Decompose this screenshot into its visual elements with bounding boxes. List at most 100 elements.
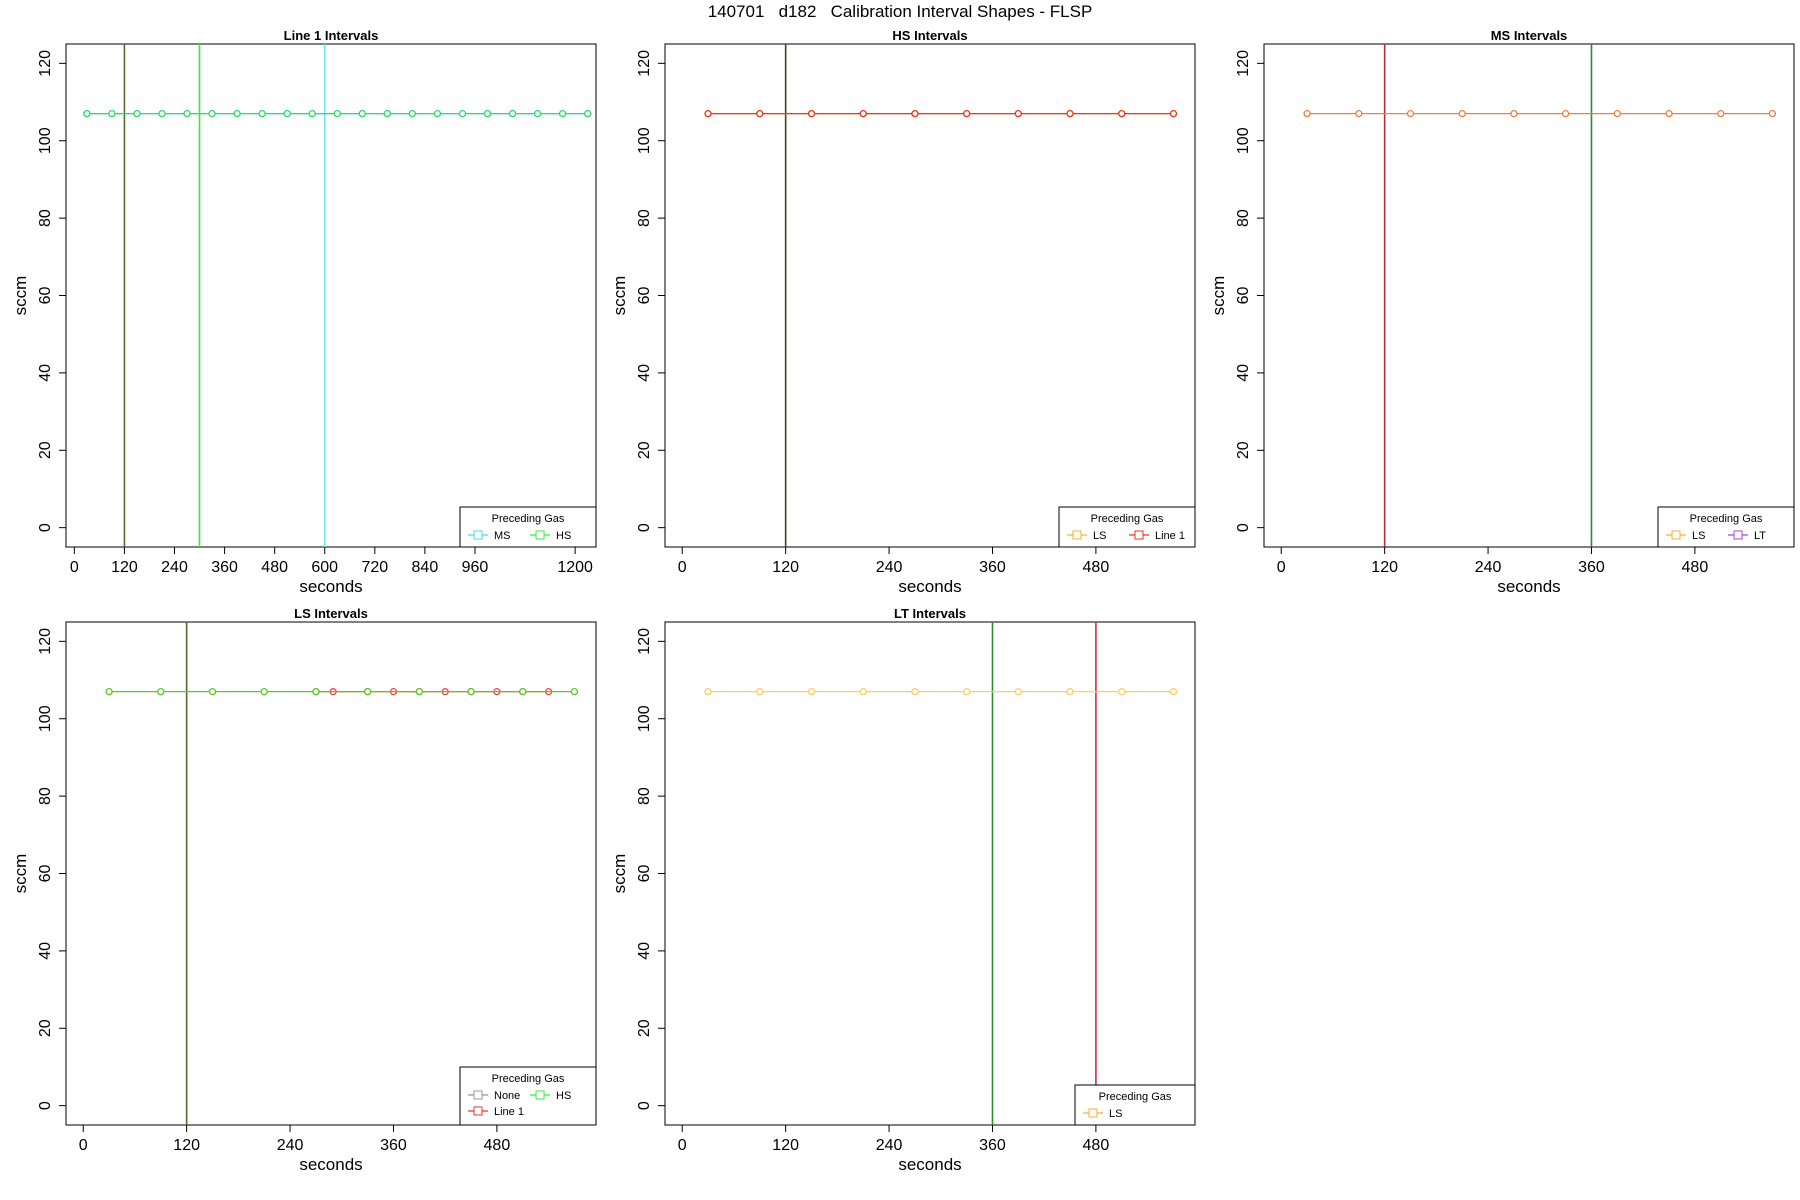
legend-box	[459, 1066, 597, 1126]
panel-title: HS Intervals	[892, 28, 967, 43]
data-point	[1169, 109, 1178, 118]
legend-entry-label: LT	[1754, 530, 1766, 542]
y-tick-label: 40	[37, 364, 54, 382]
data-point	[1613, 109, 1621, 118]
legend-entry-label: LS	[1692, 530, 1705, 542]
legend-title: Preceding Gas	[1091, 513, 1164, 525]
x-axis-label: seconds	[1497, 577, 1560, 596]
data-point	[756, 687, 764, 696]
legend-marker-swatch	[535, 530, 545, 540]
x-tick-label: 480	[261, 559, 288, 576]
data-point	[1169, 687, 1178, 696]
x-tick-label: 120	[1371, 559, 1398, 576]
data-point	[157, 687, 165, 696]
y-tick-label: 100	[37, 705, 54, 732]
y-axis-label: sccm	[610, 276, 629, 316]
x-tick-label: 120	[772, 1137, 799, 1154]
legend-marker-swatch	[1671, 530, 1681, 540]
legend-marker-swatch	[1733, 530, 1743, 540]
data-point	[508, 109, 517, 118]
y-tick-label: 40	[636, 942, 653, 960]
legend-marker-swatch	[1134, 530, 1144, 540]
y-tick-label: 60	[636, 865, 653, 883]
plot-area	[65, 621, 597, 1126]
data-point	[1768, 109, 1777, 118]
legend: Preceding Gas MS HS	[459, 506, 597, 548]
data-point	[467, 687, 475, 696]
data-point	[458, 109, 467, 118]
y-tick-label: 20	[636, 1019, 653, 1037]
y-tick-label: 20	[636, 441, 653, 459]
x-tick-label: 0	[70, 559, 79, 576]
data-point	[408, 109, 417, 118]
y-tick-label: 60	[37, 287, 54, 305]
data-point	[962, 109, 971, 118]
x-tick-label: 240	[277, 1137, 304, 1154]
data-point	[807, 687, 816, 696]
x-tick-label: 360	[211, 559, 238, 576]
y-tick-label: 120	[37, 628, 54, 655]
legend-marker-swatch	[473, 1106, 483, 1116]
y-tick-label: 0	[1235, 523, 1252, 532]
x-tick-label: 120	[111, 559, 138, 576]
legend-title: Preceding Gas	[492, 513, 565, 525]
data-point	[1014, 109, 1022, 118]
data-point	[704, 109, 712, 118]
y-tick-label: 0	[37, 1101, 54, 1110]
legend-entry-label: LS	[1109, 1108, 1122, 1120]
x-tick-label: 0	[678, 559, 687, 576]
data-point	[433, 109, 442, 118]
plot-area	[1263, 43, 1795, 548]
y-tick-label: 80	[37, 209, 54, 227]
x-tick-label: 960	[462, 559, 489, 576]
data-point	[911, 109, 919, 118]
legend-box	[1657, 506, 1795, 548]
data-point	[483, 109, 492, 118]
data-point	[1118, 109, 1126, 118]
x-tick-label: 120	[772, 559, 799, 576]
legend-entry-label: HS	[556, 1090, 571, 1102]
data-point	[312, 687, 320, 696]
legend-box	[1058, 506, 1196, 548]
data-point	[704, 687, 712, 696]
data-point	[1665, 109, 1673, 118]
data-point	[570, 687, 579, 696]
plot-area	[65, 43, 597, 548]
x-tick-label: 0	[678, 1137, 687, 1154]
data-point	[807, 109, 816, 118]
legend-marker-swatch	[1088, 1108, 1098, 1118]
y-axis-label: sccm	[610, 854, 629, 894]
data-point	[911, 687, 919, 696]
legend: Preceding Gas None HS Line 1	[459, 1066, 597, 1126]
y-tick-label: 80	[37, 787, 54, 805]
y-tick-label: 0	[37, 523, 54, 532]
panel-title: LT Intervals	[894, 606, 966, 621]
y-tick-label: 20	[1235, 441, 1252, 459]
chart-panel-2: HS Intervals 0 20 40 60 80 100 120 0 120 240 360 480…	[610, 28, 1196, 596]
data-point	[1406, 109, 1415, 118]
data-point	[308, 109, 316, 118]
data-point	[233, 109, 241, 118]
data-point	[519, 687, 527, 696]
data-point	[756, 109, 764, 118]
y-tick-label: 80	[636, 209, 653, 227]
data-point	[183, 109, 191, 118]
plot-area	[664, 621, 1196, 1126]
legend-entry-label: Line 1	[1155, 530, 1185, 542]
data-point	[1118, 687, 1126, 696]
legend-title: Preceding Gas	[1099, 1091, 1172, 1103]
x-tick-label: 240	[876, 1137, 903, 1154]
x-tick-label: 480	[1083, 559, 1110, 576]
x-axis-label: seconds	[898, 577, 961, 596]
chart-panel-5: LT Intervals 0 20 40 60 80 100 120 0 120 240 360 480…	[610, 606, 1196, 1174]
data-point	[584, 109, 592, 118]
data-point	[1561, 109, 1570, 118]
legend-marker-swatch	[473, 1090, 483, 1100]
y-tick-label: 60	[1235, 287, 1252, 305]
legend: Preceding Gas LS	[1074, 1084, 1196, 1126]
x-tick-label: 360	[1578, 559, 1605, 576]
data-point	[258, 109, 266, 118]
x-tick-label: 0	[79, 1137, 88, 1154]
x-tick-label: 600	[311, 559, 338, 576]
